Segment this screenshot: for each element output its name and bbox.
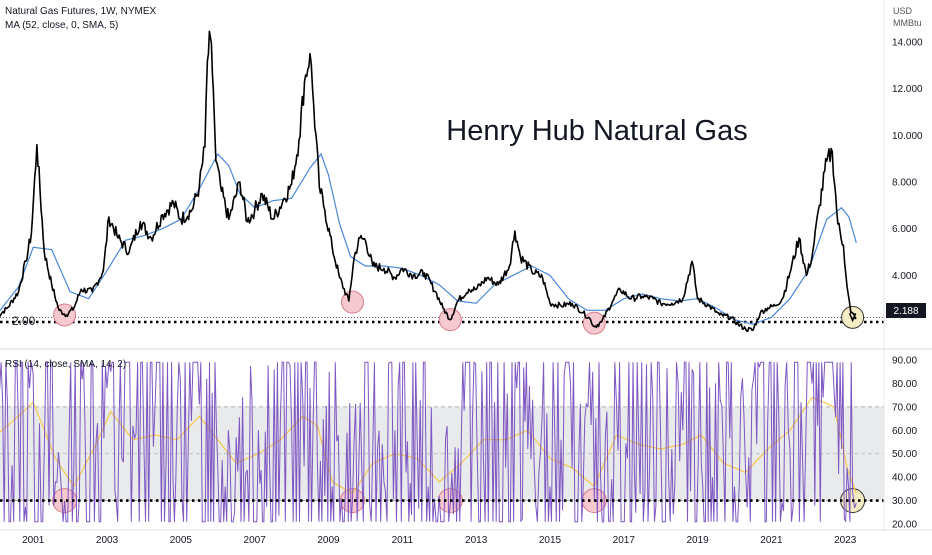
x-tick-2019: 2019 (686, 535, 709, 546)
price-line (0, 30, 857, 333)
ma-line (0, 152, 857, 325)
rsi-y-tick-7: 90.00 (892, 356, 917, 367)
x-tick-2007: 2007 (244, 535, 267, 546)
rsi-y-tick-1: 30.00 (892, 496, 917, 507)
rsi-y-tick-6: 80.00 (892, 379, 917, 390)
last-price-value: 2.188 (893, 306, 918, 317)
x-tick-2009: 2009 (317, 535, 340, 546)
support-level-label: 2.00 (12, 314, 36, 328)
price-low-marker-1 (340, 290, 364, 314)
price-low-marker-3 (582, 311, 606, 335)
x-tick-2011: 2011 (392, 535, 414, 546)
rsi-y-tick-0: 20.00 (892, 520, 917, 531)
x-tick-2023: 2023 (834, 535, 857, 546)
price-y-tick-1: 6.000 (892, 224, 917, 235)
chart-title-annotation: Henry Hub Natural Gas (446, 115, 747, 147)
rsi-y-tick-5: 70.00 (892, 402, 917, 413)
x-tick-2003: 2003 (96, 535, 119, 546)
rsi-y-tick-3: 50.00 (892, 449, 917, 460)
x-tick-2017: 2017 (613, 535, 636, 546)
price-legend-title: Natural Gas Futures, 1W, NYMEX (5, 6, 157, 17)
currency-label: USD (893, 6, 913, 16)
price-y-tick-4: 12.000 (892, 84, 923, 95)
ma-legend: MA (52, close, 0, SMA, 5) (5, 20, 119, 31)
rsi-y-tick-4: 60.00 (892, 426, 917, 437)
x-tick-2015: 2015 (539, 535, 562, 546)
unit-label: MMBtu (893, 18, 922, 28)
price-y-tick-0: 4.000 (892, 271, 917, 282)
price-y-tick-2: 8.000 (892, 178, 917, 189)
rsi-line (0, 361, 857, 523)
rsi-legend: RSI (14, close, SMA, 14, 2) (5, 359, 127, 370)
x-tick-2001: 2001 (22, 535, 45, 546)
price-y-tick-3: 10.000 (892, 131, 923, 142)
x-tick-2005: 2005 (170, 535, 193, 546)
price-pane: 4.000 6.000 8.000 10.000 12.000 14.000 (0, 30, 923, 335)
rsi-pane: 20.00 30.00 40.00 50.00 60.00 70.00 80.00 90.00 (0, 356, 917, 531)
down-arrow-icon (848, 313, 857, 323)
x-axis: 2001 2003 2005 2007 2009 2011 2013 2015 2017 2019… (0, 529, 932, 546)
last-price-badge-bg (886, 303, 926, 318)
x-tick-2021: 2021 (760, 535, 783, 546)
rsi-y-tick-2: 40.00 (892, 473, 917, 484)
price-low-marker-4 (841, 305, 865, 329)
x-tick-2013: 2013 (465, 535, 488, 546)
last-price-badge: 2.188 (886, 303, 926, 318)
price-y-tick-5: 14.000 (892, 38, 923, 49)
